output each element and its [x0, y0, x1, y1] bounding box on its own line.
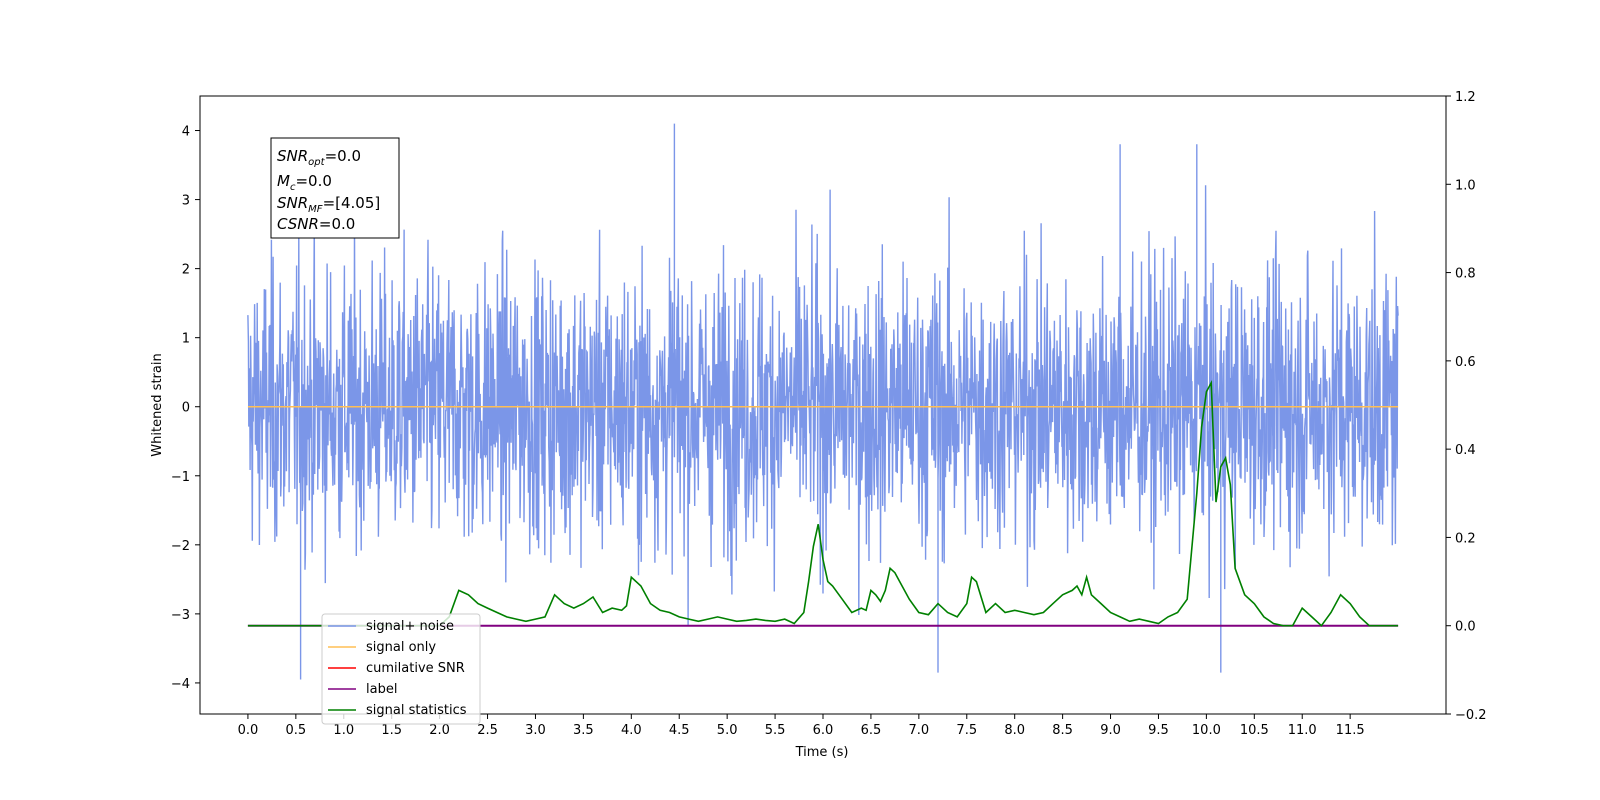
y2-tick-label: 0.2 [1455, 531, 1476, 546]
y2-tick-label: 1.2 [1455, 90, 1476, 105]
x-tick-label: 3.5 [573, 723, 594, 738]
y-axis-ticks: 4 3 2 1 0 −1 −2 −3 −4 [171, 125, 200, 692]
y2-tick-label: 1.0 [1455, 178, 1476, 193]
x-tick-label: 3.0 [525, 723, 546, 738]
x-tick-label: 9.5 [1148, 723, 1169, 738]
y-axis-label: Whitened strain [150, 353, 165, 456]
y-tick-label: 2 [182, 263, 190, 278]
x-tick-label: 2.5 [477, 723, 498, 738]
y-tick-label: 0 [182, 401, 190, 416]
legend-item-label: label [328, 682, 397, 697]
mc-annotation: Mc=0.0 [277, 172, 332, 193]
y-tick-label: 3 [182, 194, 190, 209]
legend-item-cumilative-snr: cumilative SNR [328, 661, 465, 676]
y2-axis-ticks: 1.2 1.0 0.8 0.6 0.4 0.2 0.0 −0.2 [1446, 90, 1487, 723]
x-axis-ticks: 0.0 0.5 1.0 1.5 2.0 2.5 3.0 3.5 4.0 4.5 5.0 5.5 6.0 6… [238, 714, 1365, 738]
y-tick-label: −1 [171, 470, 190, 485]
x-tick-label: 7.5 [956, 723, 977, 738]
y2-tick-label: −0.2 [1455, 708, 1487, 723]
signal-statistics-line [247, 379, 1399, 627]
legend: signal+ noise signal only cumilative SNR… [321, 613, 481, 725]
svg-text:signal only: signal only [366, 640, 436, 655]
y2-tick-label: 0.8 [1455, 267, 1476, 282]
svg-text:signal+ noise: signal+ noise [366, 619, 454, 634]
x-axis-label: Time (s) [795, 745, 849, 760]
x-tick-label: 8.5 [1052, 723, 1073, 738]
y-tick-label: −3 [171, 608, 190, 623]
x-tick-label: 5.0 [717, 723, 738, 738]
annotation-box: SNRopt=0.0 Mc=0.0 SNRMF=[4.05] CSNR=0.0 [270, 137, 400, 239]
snr-mf-annotation: SNRMF=[4.05] [277, 194, 380, 215]
y2-tick-label: 0.6 [1455, 355, 1476, 370]
x-tick-label: 2.0 [429, 723, 450, 738]
legend-item-signal-noise: signal+ noise [328, 619, 454, 634]
signal-noise-line [247, 123, 1399, 680]
x-tick-label: 6.5 [861, 723, 882, 738]
svg-text:label: label [366, 682, 397, 697]
y-tick-label: −2 [171, 539, 190, 554]
signal-noise-series [247, 123, 1399, 680]
x-tick-label: 1.5 [381, 723, 402, 738]
x-tick-label: 7.0 [909, 723, 930, 738]
svg-text:signal statistics: signal statistics [366, 703, 467, 718]
svg-text:cumilative SNR: cumilative SNR [366, 661, 465, 676]
x-tick-label: 1.0 [333, 723, 354, 738]
snr-opt-annotation: SNRopt=0.0 [277, 147, 361, 168]
y-tick-label: 1 [182, 332, 190, 347]
y-tick-label: 4 [182, 125, 190, 140]
x-tick-label: 5.5 [765, 723, 786, 738]
y-tick-label: −4 [171, 677, 190, 692]
x-tick-label: 0.0 [238, 723, 259, 738]
legend-item-signal-only: signal only [328, 640, 436, 655]
y2-tick-label: 0.4 [1455, 443, 1476, 458]
x-tick-label: 10.0 [1192, 723, 1221, 738]
y2-tick-label: 0.0 [1455, 620, 1476, 635]
x-tick-label: 4.5 [669, 723, 690, 738]
x-tick-label: 11.0 [1288, 723, 1317, 738]
x-tick-label: 9.0 [1100, 723, 1121, 738]
x-tick-label: 4.0 [621, 723, 642, 738]
x-tick-label: 6.0 [813, 723, 834, 738]
legend-item-signal-statistics: signal statistics [328, 703, 467, 718]
signal-statistics-series [247, 379, 1399, 627]
x-tick-label: 0.5 [286, 723, 307, 738]
x-tick-label: 8.0 [1004, 723, 1025, 738]
x-tick-label: 11.5 [1336, 723, 1365, 738]
x-tick-label: 10.5 [1240, 723, 1269, 738]
csnr-annotation: CSNR=0.0 [277, 215, 355, 233]
